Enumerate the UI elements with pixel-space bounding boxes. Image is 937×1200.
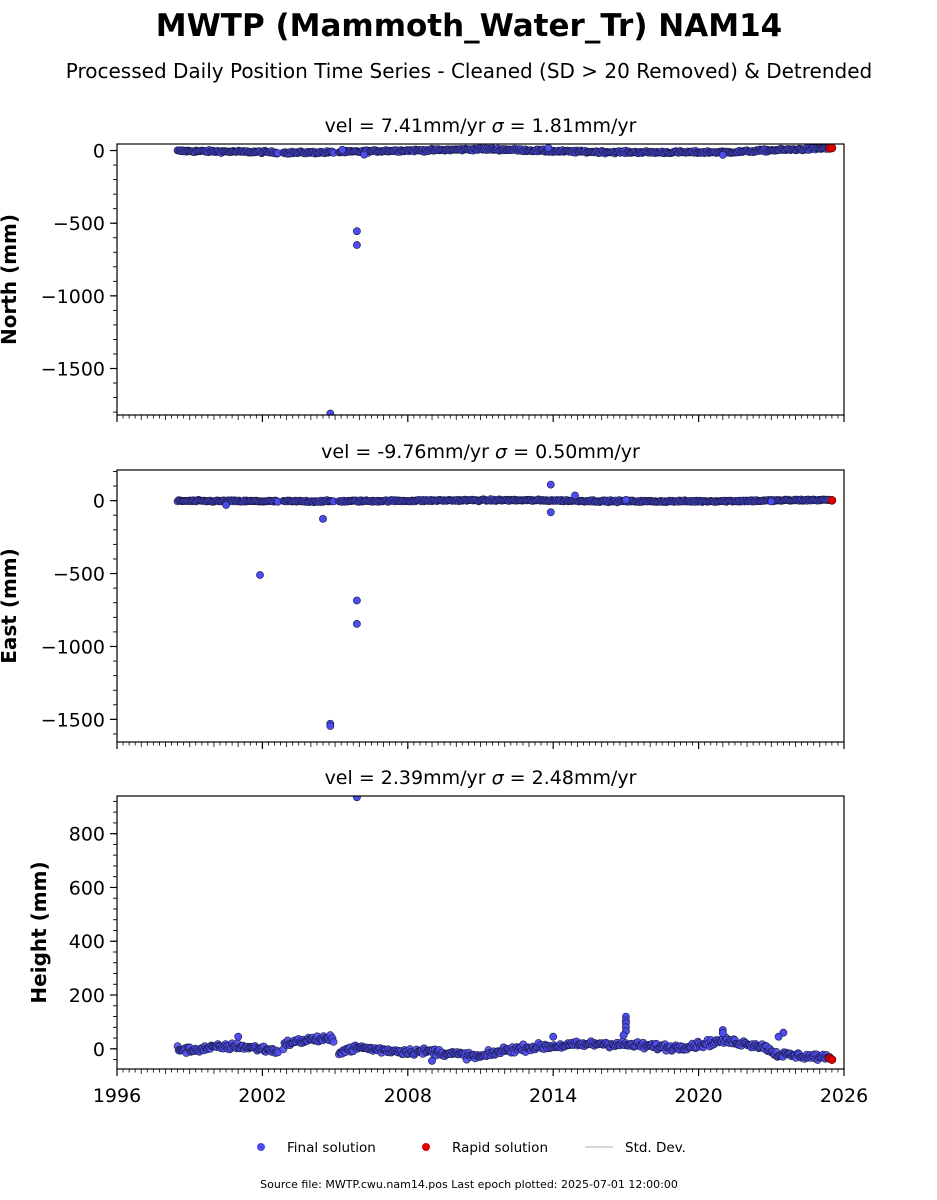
axes-frame — [116, 143, 845, 416]
final-point-outlier — [718, 150, 727, 159]
x-tick-label: 1996 — [93, 1085, 141, 1107]
panel-north: vel = 7.41mm/yr σ = 1.81mm/yr 0 −500 −1000 −… — [0, 115, 845, 422]
y-tick-label: 200 — [69, 985, 105, 1007]
final-point-outlier — [546, 480, 555, 489]
final-point-outlier — [544, 144, 553, 152]
y-tick-label: −1500 — [41, 709, 105, 731]
final-point-outlier — [352, 227, 361, 236]
final-point-outlier — [353, 796, 361, 802]
panel-title: vel = 2.39mm/yr σ = 2.48mm/yr — [325, 767, 637, 789]
y-tick-label: 600 — [69, 877, 105, 899]
final-point-outlier — [619, 1031, 628, 1040]
x-tick-label: 2008 — [384, 1085, 432, 1107]
final-point-outlier — [352, 596, 361, 605]
y-tick-label: −500 — [53, 213, 105, 235]
legend-rapid-label: Rapid solution — [452, 1140, 548, 1156]
x-tick-label: 2014 — [529, 1085, 577, 1107]
axes-frame — [116, 469, 845, 743]
final-point-outlier — [622, 495, 630, 504]
final-point-outlier — [774, 1032, 783, 1041]
data-points — [173, 796, 837, 1065]
rapid-point — [827, 144, 837, 153]
final-point-outlier — [360, 150, 369, 159]
data-points — [173, 144, 837, 415]
y-axis-label: North (mm) — [0, 214, 21, 345]
x-tick-label: 2020 — [674, 1085, 722, 1107]
rapid-point — [827, 495, 837, 505]
y-tick-label: −1500 — [41, 359, 105, 381]
y-tick-label: 800 — [69, 824, 105, 846]
y-tick-label: −1000 — [41, 286, 105, 308]
final-point-outlier — [319, 515, 327, 523]
y-tick-label: 0 — [93, 491, 105, 513]
legend-final-marker — [257, 1143, 265, 1151]
final-point-outlier — [326, 722, 335, 730]
y-tick-label: 0 — [93, 141, 105, 163]
final-point-outlier — [222, 501, 230, 509]
final-point-outlier — [256, 571, 264, 579]
x-tick-label: 2002 — [238, 1085, 286, 1107]
final-point-outlier — [338, 145, 347, 154]
y-tick-label: −1000 — [41, 636, 105, 658]
y-axis-label: Height (mm) — [27, 861, 51, 1003]
y-tick-label: −500 — [53, 564, 105, 586]
rapid-point — [827, 1055, 837, 1064]
legend: Final solution Rapid solution Std. Dev. — [257, 1140, 686, 1156]
final-point-outlier — [546, 508, 555, 517]
final-point-outlier — [428, 1057, 436, 1065]
y-tick-label: 400 — [69, 931, 105, 953]
x-tick-label: 2026 — [820, 1085, 868, 1107]
figure-subtitle: Processed Daily Position Time Series - C… — [66, 59, 872, 83]
final-point-outlier — [352, 241, 361, 249]
final-point-outlier — [767, 497, 776, 506]
panel-east: vel = -9.76mm/yr σ = 0.50mm/yr 0 −500 −1000… — [0, 441, 845, 749]
panel-height: vel = 2.39mm/yr σ = 2.48mm/yr 0 200 400 600 8… — [27, 767, 868, 1107]
final-point — [329, 1038, 338, 1046]
axes-frame — [116, 795, 845, 1070]
final-point-outlier — [571, 491, 579, 500]
footer-source: Source file: MWTP.cwu.nam14.pos Last epo… — [260, 1178, 678, 1191]
y-tick-label: 0 — [93, 1039, 105, 1061]
legend-final-label: Final solution — [287, 1140, 376, 1156]
legend-stddev-label: Std. Dev. — [625, 1140, 686, 1156]
final-point-outlier — [352, 620, 361, 628]
panel-title: vel = -9.76mm/yr σ = 0.50mm/yr — [321, 441, 640, 463]
final-point-outlier — [718, 1029, 727, 1038]
data-points — [173, 480, 837, 730]
panel-title: vel = 7.41mm/yr σ = 1.81mm/yr — [325, 115, 637, 137]
final-point-outlier — [549, 1032, 558, 1041]
final-point-outlier — [326, 409, 335, 415]
legend-rapid-marker — [422, 1143, 430, 1151]
figure-title: MWTP (Mammoth_Water_Tr) NAM14 — [156, 8, 782, 44]
y-axis-label: East (mm) — [0, 548, 21, 664]
final-point-outlier — [234, 1032, 243, 1041]
